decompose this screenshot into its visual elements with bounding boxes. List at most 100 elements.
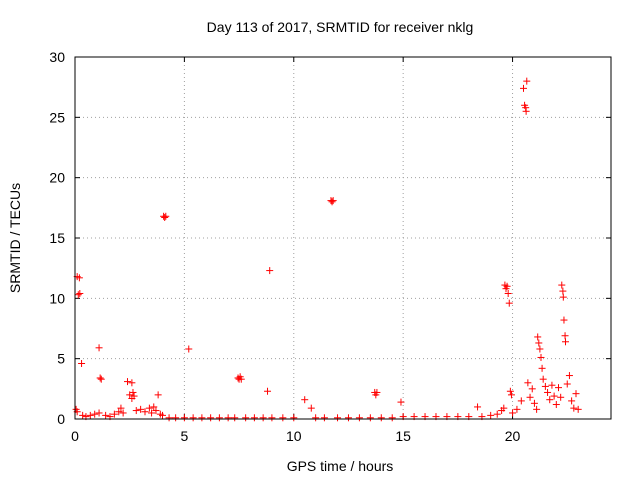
data-point [530, 399, 538, 407]
data-point [565, 372, 573, 380]
data-point [130, 392, 138, 400]
data-point [509, 409, 517, 417]
data-point [78, 359, 86, 367]
data-point [355, 414, 363, 422]
y-tick-label: 0 [57, 411, 65, 427]
data-point [493, 410, 501, 418]
data-points [72, 77, 582, 422]
data-point [561, 338, 569, 346]
data-point [524, 379, 532, 387]
data-point [500, 404, 508, 412]
data-point [115, 408, 123, 416]
data-point [344, 414, 352, 422]
data-point [165, 414, 173, 422]
data-point [110, 410, 118, 418]
data-point [79, 411, 87, 419]
data-point [541, 382, 549, 390]
data-point [559, 287, 567, 295]
data-point [117, 404, 125, 412]
data-point [474, 403, 482, 411]
data-point [124, 378, 132, 386]
data-point [145, 404, 153, 412]
data-point [91, 410, 99, 418]
data-point [129, 388, 137, 396]
data-point [242, 414, 250, 422]
y-tick-label: 10 [49, 290, 65, 306]
data-point [507, 391, 515, 399]
chart-title: Day 113 of 2017, SRMTID for receiver nkl… [207, 19, 474, 35]
data-point [528, 385, 536, 393]
data-point [172, 414, 180, 422]
data-point [373, 388, 381, 396]
data-point [154, 391, 162, 399]
data-point [572, 390, 580, 398]
y-tick-label: 30 [49, 49, 65, 65]
data-point [504, 290, 512, 298]
data-point [119, 409, 127, 417]
data-point [526, 393, 534, 401]
data-point [161, 213, 169, 221]
data-point [198, 414, 206, 422]
data-point [264, 387, 272, 395]
data-point [535, 339, 543, 347]
data-point [237, 375, 245, 383]
data-point [102, 411, 110, 419]
data-point [560, 316, 568, 324]
data-point [207, 414, 215, 422]
data-point [574, 405, 582, 413]
data-point [76, 290, 84, 298]
data-point [95, 409, 103, 417]
data-point [148, 409, 156, 417]
data-point [522, 107, 530, 115]
grid-lines [75, 57, 611, 419]
data-point [513, 405, 521, 413]
data-point [544, 388, 552, 396]
data-point [231, 414, 239, 422]
data-point [132, 407, 140, 415]
data-point [329, 197, 337, 205]
data-point [185, 345, 193, 353]
data-point [159, 411, 167, 419]
tick-labels: 0 5 10 15 20 0 5 10 15 20 25 30 [49, 49, 520, 444]
data-point [279, 414, 287, 422]
data-point [558, 281, 566, 289]
data-point [536, 345, 544, 353]
data-point [312, 414, 320, 422]
data-point [546, 396, 554, 404]
data-point [250, 414, 258, 422]
data-point [563, 380, 571, 388]
data-point [266, 267, 274, 275]
data-point [503, 282, 511, 290]
data-point [128, 379, 136, 387]
data-point [517, 397, 525, 405]
data-point [570, 404, 578, 412]
data-point [150, 403, 158, 411]
x-tick-label: 15 [395, 428, 411, 444]
y-tick-label: 25 [49, 109, 65, 125]
x-tick-label: 10 [286, 428, 302, 444]
y-tick-label: 5 [57, 351, 65, 367]
x-axis-label: GPS time / hours [287, 458, 394, 474]
data-point [75, 274, 83, 282]
data-point [561, 332, 569, 340]
data-point [86, 411, 94, 419]
data-point [95, 344, 103, 352]
data-point [96, 374, 104, 382]
x-tick-label: 0 [71, 428, 79, 444]
data-point [307, 404, 315, 412]
data-point [519, 84, 527, 92]
data-point [534, 333, 542, 341]
plot-frame [74, 56, 612, 420]
y-tick-label: 15 [49, 230, 65, 246]
data-point [568, 397, 576, 405]
data-point [505, 299, 513, 307]
data-point [523, 77, 531, 85]
data-point [506, 387, 514, 395]
data-point [74, 291, 82, 299]
data-point [537, 353, 545, 361]
data-point [557, 393, 565, 401]
data-point [180, 414, 188, 422]
data-point [328, 198, 336, 206]
data-point [290, 414, 298, 422]
data-point [268, 414, 276, 422]
